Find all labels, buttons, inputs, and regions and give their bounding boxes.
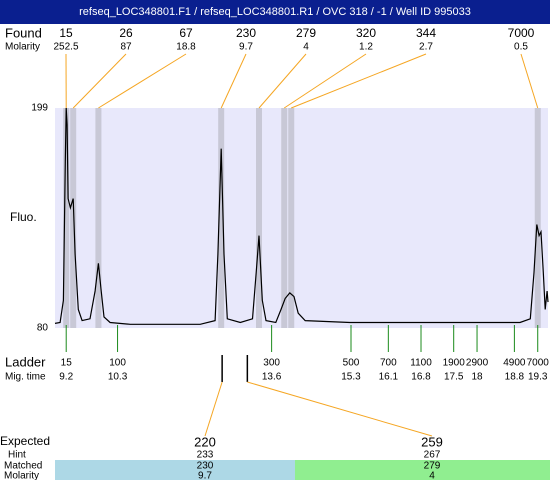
plot-area xyxy=(55,108,548,328)
ladder-time: 19.3 xyxy=(528,372,548,383)
ladder-time: 16.8 xyxy=(411,372,431,383)
peak-connector xyxy=(258,53,307,109)
found-molarity: 9.7 xyxy=(239,42,253,53)
expected-matched: 279 xyxy=(424,461,441,472)
peak-band xyxy=(281,108,288,328)
expected-connector xyxy=(204,381,223,437)
ladder-size: 4900 xyxy=(503,358,526,369)
mig-time-label: Mig. time xyxy=(5,372,46,383)
expected-size: 259 xyxy=(421,434,443,449)
found-label: Found xyxy=(5,25,42,40)
expected-molarity-label: Molarity xyxy=(4,471,39,480)
ladder-size: 700 xyxy=(380,358,397,369)
ladder-time: 17.5 xyxy=(444,372,464,383)
peak-band xyxy=(218,108,225,328)
expected-hint: 233 xyxy=(197,450,214,461)
ladder-size: 15 xyxy=(61,358,73,369)
peak-connector xyxy=(72,53,127,109)
ladder-size: 1100 xyxy=(410,358,432,369)
peak-connector xyxy=(520,53,539,109)
matched-label: Matched xyxy=(4,461,42,472)
found-molarity: 2.7 xyxy=(419,42,433,53)
ladder-size: 100 xyxy=(109,358,126,369)
title-bar xyxy=(0,0,550,24)
found-size: 67 xyxy=(179,26,193,40)
expected-matched: 230 xyxy=(197,461,214,472)
found-molarity: 1.2 xyxy=(359,42,373,53)
peak-connector xyxy=(220,53,247,109)
found-molarity: 4 xyxy=(303,42,309,53)
ladder-time: 18 xyxy=(471,372,483,383)
peak-band xyxy=(95,108,102,328)
expected-band-2 xyxy=(295,460,550,480)
y-tick-label: 80 xyxy=(37,323,49,334)
found-molarity: 87 xyxy=(120,42,132,53)
ladder-time: 18.8 xyxy=(505,372,525,383)
peak-band xyxy=(63,108,70,328)
found-molarity: 252.5 xyxy=(53,42,78,53)
ladder-size: 1900 xyxy=(443,358,466,369)
expected-connector xyxy=(247,381,433,437)
y-tick-label: 199 xyxy=(31,103,48,114)
ladder-time: 16.1 xyxy=(379,372,399,383)
peak-connector xyxy=(291,53,427,109)
ladder-time: 13.6 xyxy=(262,372,282,383)
ladder-time: 9.2 xyxy=(59,372,73,383)
expected-hint: 267 xyxy=(424,450,441,461)
expected-molarity: 9.7 xyxy=(198,471,212,480)
ladder-time: 10.3 xyxy=(108,372,128,383)
expected-molarity: 4 xyxy=(429,471,435,480)
ladder-size: 2900 xyxy=(466,358,489,369)
found-size: 15 xyxy=(59,26,73,40)
found-molarity: 0.5 xyxy=(514,42,528,53)
y-label: Fluo. xyxy=(10,210,37,224)
peak-band xyxy=(534,108,541,328)
expected-size: 220 xyxy=(194,434,216,449)
ladder-label: Ladder xyxy=(5,354,46,369)
found-size: 320 xyxy=(356,26,376,40)
ladder-size: 500 xyxy=(343,358,360,369)
found-size: 230 xyxy=(236,26,256,40)
found-molarity: 18.8 xyxy=(176,42,196,53)
found-size: 279 xyxy=(296,26,316,40)
expected-label: Expected xyxy=(0,434,50,448)
molarity-label: Molarity xyxy=(5,42,40,53)
ladder-size: 300 xyxy=(263,358,280,369)
peak-band xyxy=(70,108,77,328)
ladder-size: 7000 xyxy=(527,358,550,369)
expected-band-1 xyxy=(55,460,295,480)
title: refseq_LOC348801.F1 / refseq_LOC348801.R… xyxy=(79,6,471,18)
peak-band xyxy=(256,108,263,328)
hint-label: Hint xyxy=(8,450,26,461)
peak-band xyxy=(288,108,295,328)
ladder-time: 15.3 xyxy=(341,372,361,383)
found-size: 7000 xyxy=(508,26,535,40)
peak-connector xyxy=(283,53,367,109)
trace xyxy=(54,107,549,325)
found-size: 344 xyxy=(416,26,436,40)
found-size: 26 xyxy=(119,26,133,40)
peak-connector xyxy=(98,53,187,109)
